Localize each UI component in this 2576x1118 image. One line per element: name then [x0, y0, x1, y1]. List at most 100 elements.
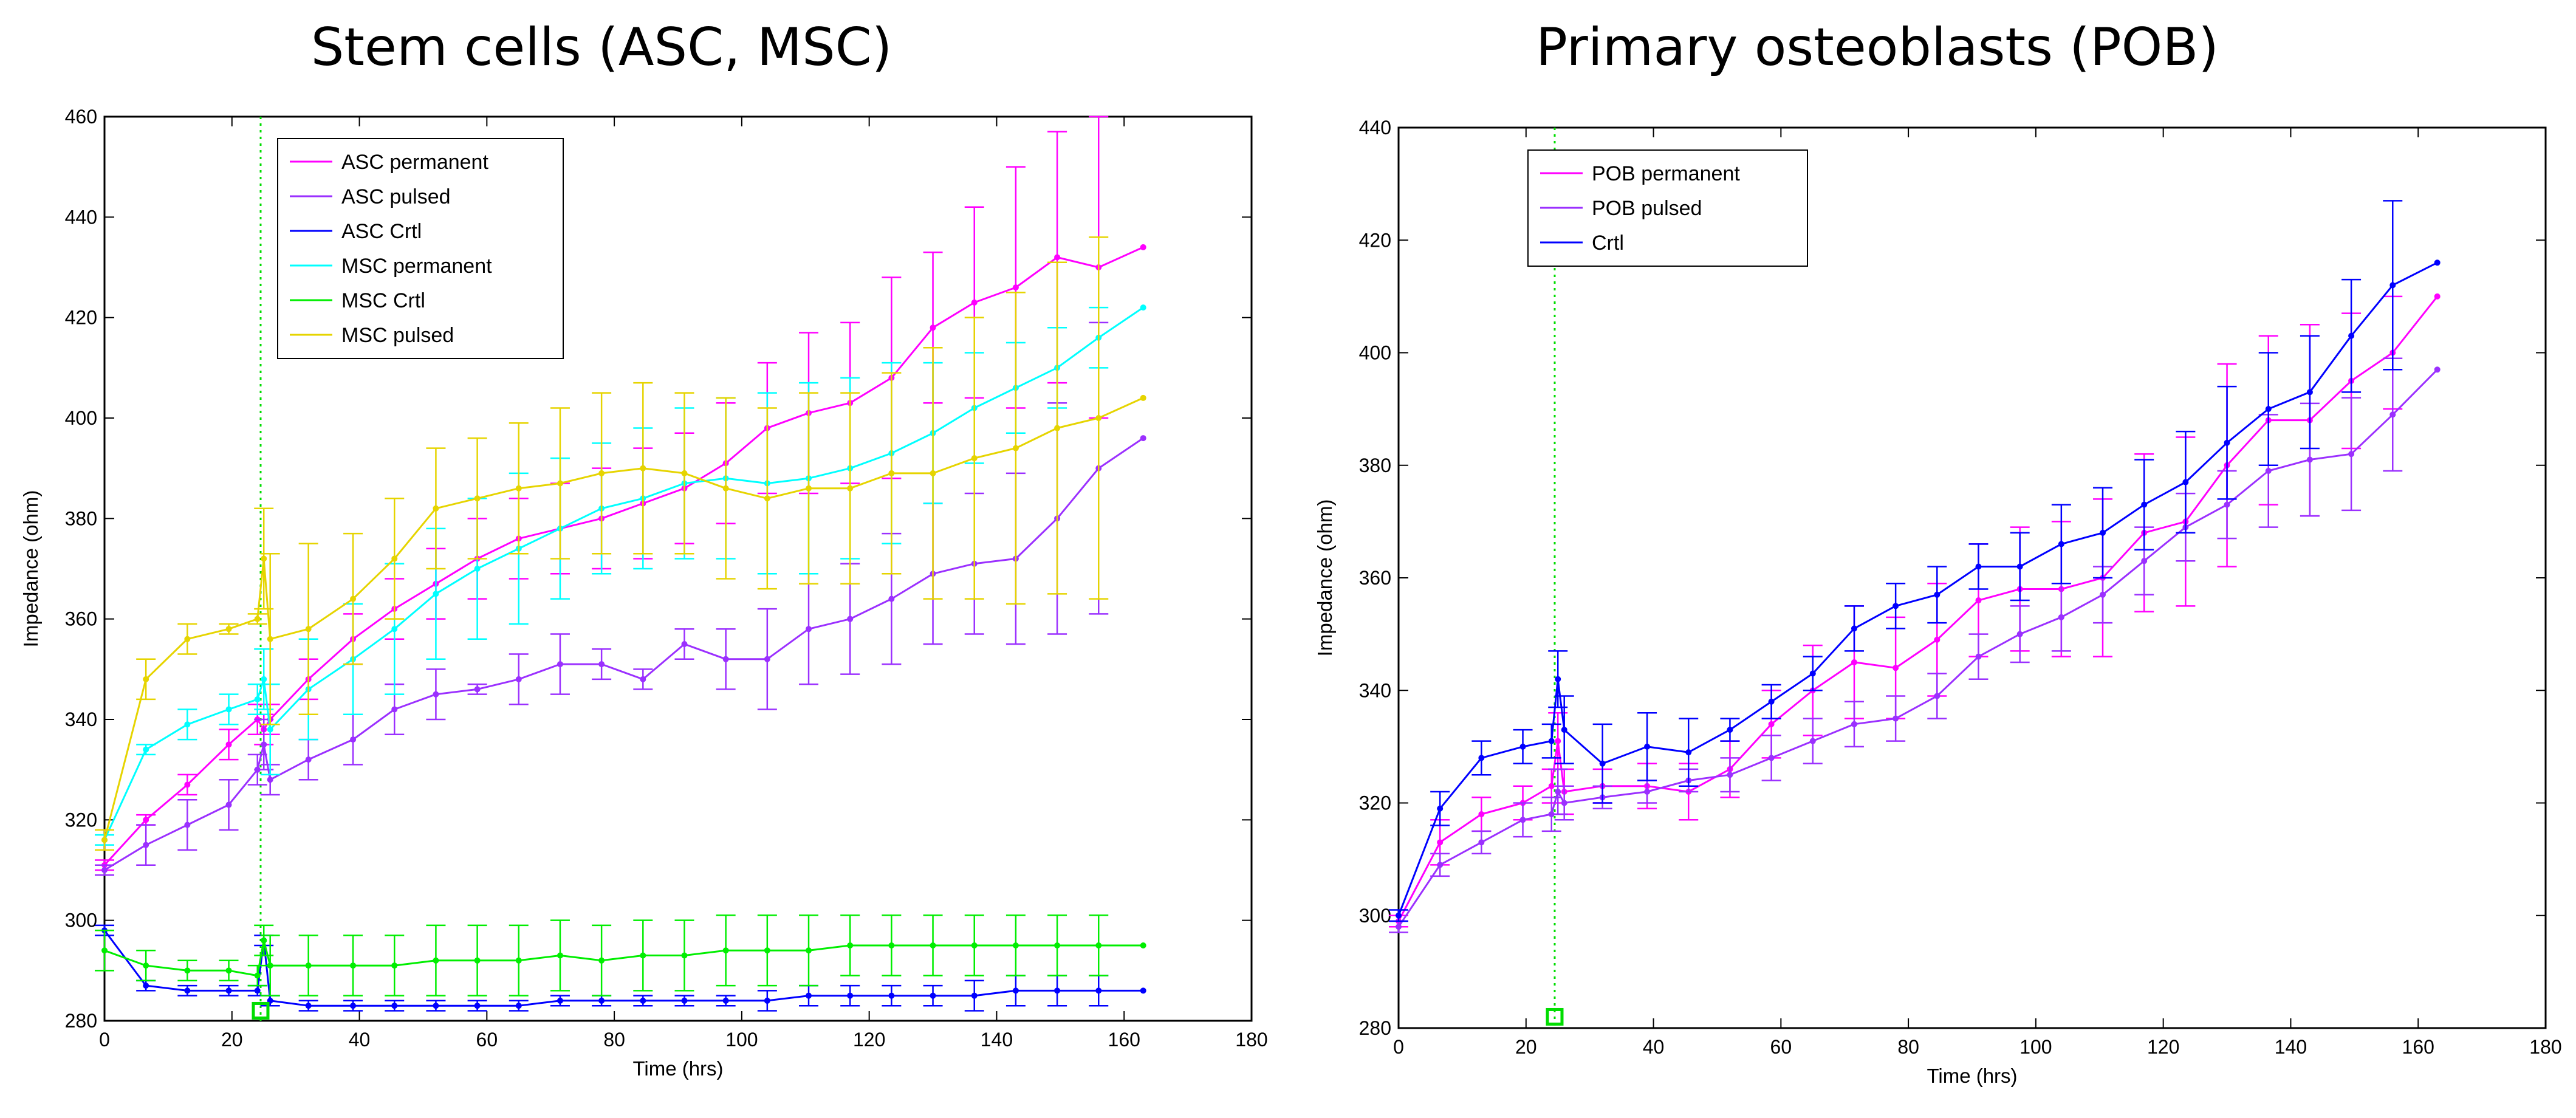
data-point [1095, 987, 1102, 994]
data-point [888, 470, 895, 476]
data-point [640, 465, 646, 472]
data-point [1893, 715, 1899, 722]
x-tick-label: 140 [981, 1029, 1013, 1051]
data-point [1644, 743, 1651, 750]
data-point [557, 952, 563, 959]
data-point [261, 741, 267, 748]
data-point [1851, 659, 1857, 665]
data-point [1768, 721, 1775, 727]
data-point [2265, 406, 2272, 413]
data-point [930, 470, 936, 476]
data-point [2016, 563, 2023, 570]
data-point [2058, 541, 2064, 547]
series-msc-crtl [95, 914, 1146, 996]
y-tick-label: 340 [1359, 679, 1391, 701]
data-point [1599, 760, 1606, 767]
y-tick-label: 440 [1359, 117, 1391, 139]
data-point [225, 967, 232, 974]
data-point [474, 686, 481, 693]
data-point [2348, 332, 2355, 339]
data-point [1140, 942, 1146, 948]
x-tick-label: 160 [1108, 1029, 1140, 1051]
data-point [391, 1003, 398, 1009]
data-point [515, 1003, 522, 1009]
series-line [104, 939, 1143, 977]
data-point [101, 947, 108, 954]
x-tick-label: 80 [1897, 1036, 1919, 1058]
data-point [2224, 501, 2230, 508]
data-point [640, 997, 646, 1004]
x-tick-label: 40 [349, 1029, 371, 1051]
data-point [1054, 254, 1061, 261]
y-tick-label: 320 [1359, 792, 1391, 814]
data-point [433, 1003, 439, 1009]
data-point [1095, 942, 1102, 948]
data-point [1140, 435, 1146, 442]
legend-box [277, 138, 564, 359]
x-tick-label: 60 [476, 1029, 498, 1051]
data-point [764, 947, 770, 954]
series-pob-pulsed [1389, 357, 2441, 933]
data-point [1851, 721, 1857, 727]
data-point [254, 616, 261, 622]
data-point [2182, 479, 2189, 485]
event-marker [1546, 1007, 1564, 1026]
data-point [267, 962, 273, 969]
data-point [1727, 772, 1733, 778]
data-point [474, 566, 481, 572]
data-point [433, 691, 439, 698]
data-point [184, 721, 191, 728]
legend-label: MSC permanent [341, 255, 492, 278]
data-point [722, 947, 729, 954]
data-point [1437, 862, 1444, 868]
data-point [1685, 749, 1692, 756]
data-point [261, 555, 267, 562]
data-point [1396, 912, 1402, 919]
data-point [474, 957, 481, 964]
series-line [1397, 369, 2438, 928]
data-point [2389, 282, 2396, 289]
y-tick-label: 400 [65, 407, 97, 429]
data-point [1555, 676, 1561, 682]
x-tick-label: 80 [603, 1029, 625, 1051]
series-line [104, 437, 1144, 871]
data-point [888, 992, 895, 999]
data-point [847, 485, 854, 492]
y-tick-label: 320 [65, 809, 97, 831]
data-point [2100, 591, 2106, 598]
data-point [640, 676, 646, 682]
data-point [1012, 445, 1019, 451]
data-point [1396, 924, 1402, 930]
data-point [1893, 665, 1899, 671]
data-point [1768, 755, 1775, 761]
x-tick-label: 0 [1393, 1036, 1404, 1058]
data-point [2141, 501, 2148, 508]
data-point [225, 626, 232, 633]
data-point [806, 947, 812, 954]
data-point [722, 485, 729, 492]
data-point [305, 756, 312, 763]
data-point [598, 470, 605, 476]
data-point [971, 455, 978, 462]
data-point [1519, 817, 1526, 823]
x-tick-label: 0 [99, 1029, 110, 1051]
series-line [1397, 261, 2438, 916]
data-point [1893, 603, 1899, 609]
y-tick-label: 380 [1359, 454, 1391, 476]
data-point [1140, 244, 1146, 250]
legend-label: MSC pulsed [341, 324, 454, 347]
data-point [254, 987, 261, 994]
data-point [1548, 783, 1555, 789]
data-point [1975, 563, 1982, 570]
data-point [764, 656, 770, 662]
data-point [557, 480, 563, 487]
plot-area [103, 115, 1253, 1022]
data-point [474, 1003, 481, 1009]
data-point [764, 997, 770, 1004]
data-point [350, 962, 357, 969]
data-point [1934, 693, 1941, 699]
data-point [1478, 811, 1485, 818]
data-point [888, 595, 895, 602]
data-point [1437, 805, 1444, 812]
